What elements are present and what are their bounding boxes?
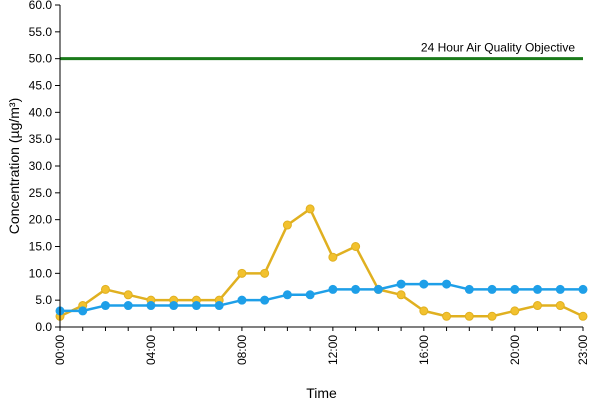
x-tick-label: 23:00 bbox=[576, 335, 590, 365]
series-1-point bbox=[123, 301, 133, 311]
series-1-point bbox=[237, 295, 247, 305]
series-1-point bbox=[510, 284, 520, 294]
y-tick-label: 40.0 bbox=[29, 105, 53, 119]
series-0-point bbox=[260, 268, 270, 278]
series-1-point bbox=[328, 284, 338, 294]
x-tick-label: 12:00 bbox=[326, 335, 340, 365]
y-tick-label: 20.0 bbox=[29, 213, 53, 227]
series-0-point bbox=[487, 311, 497, 321]
series-1-point bbox=[396, 279, 406, 289]
series-0-point bbox=[282, 220, 292, 230]
y-axis-title: Concentration (µg/m³) bbox=[6, 98, 22, 234]
series-1-point bbox=[487, 284, 497, 294]
series-1-point bbox=[419, 279, 429, 289]
series-0-point bbox=[328, 252, 338, 262]
y-tick-label: 10.0 bbox=[29, 266, 53, 280]
series-0-point bbox=[442, 311, 452, 321]
y-tick-label: 35.0 bbox=[29, 132, 53, 146]
y-axis-ticks: 0.0 5.0 10.0 15.0 20.0 25.0 30.0 35.0 40.0 45.0 50… bbox=[29, 0, 60, 334]
y-tick-label: 50.0 bbox=[29, 52, 53, 66]
series-1-point bbox=[533, 284, 543, 294]
y-tick-label: 15.0 bbox=[29, 240, 53, 254]
series-1-point bbox=[373, 284, 383, 294]
series-0-point bbox=[351, 242, 361, 251]
x-tick-label: 04:00 bbox=[144, 335, 158, 365]
y-tick-label: 0.0 bbox=[35, 320, 52, 334]
air-quality-objective-label: 24 Hour Air Quality Objective bbox=[421, 41, 575, 55]
series-1-point bbox=[260, 295, 270, 305]
series-0-point bbox=[396, 290, 406, 300]
series-0-point bbox=[237, 268, 247, 278]
series-1-point bbox=[191, 301, 201, 311]
y-tick-label: 5.0 bbox=[35, 293, 52, 307]
series-1-point bbox=[169, 301, 179, 311]
series-1-point bbox=[442, 279, 452, 289]
series-1-point bbox=[578, 284, 588, 294]
series-0-point bbox=[464, 311, 474, 321]
series-1-point bbox=[214, 301, 224, 311]
x-tick-label: 16:00 bbox=[417, 335, 431, 365]
x-tick-label: 08:00 bbox=[235, 335, 249, 365]
series-1-point bbox=[464, 284, 474, 294]
series-0-point bbox=[533, 301, 543, 311]
x-tick-label: 00:00 bbox=[53, 335, 67, 365]
series-0-point bbox=[555, 301, 565, 311]
x-tick-label: 20:00 bbox=[508, 335, 522, 365]
y-tick-label: 25.0 bbox=[29, 186, 53, 200]
series-layer bbox=[55, 204, 588, 321]
y-tick-label: 30.0 bbox=[29, 159, 53, 173]
series-0-point bbox=[510, 306, 520, 316]
series-1-point bbox=[78, 306, 88, 316]
series-0-line bbox=[59, 207, 584, 318]
x-axis-ticks: 00:00 04:00 08:00 12:00 16:00 20:00 23:00 bbox=[53, 327, 590, 365]
series-1-point bbox=[146, 301, 156, 311]
y-tick-label: 55.0 bbox=[29, 25, 53, 39]
series-0-point bbox=[123, 290, 133, 300]
series-1-point bbox=[282, 290, 292, 300]
y-tick-label: 45.0 bbox=[29, 79, 53, 93]
series-1-point bbox=[555, 284, 565, 294]
series-1-point bbox=[305, 290, 315, 300]
series-1-point bbox=[351, 284, 361, 294]
reference-line-group: 24 Hour Air Quality Objective bbox=[60, 41, 583, 61]
y-tick-label: 60.0 bbox=[29, 0, 53, 12]
series-0-point bbox=[419, 306, 429, 316]
series-1-point bbox=[100, 301, 110, 311]
series-0-point bbox=[305, 204, 315, 214]
x-axis-title: Time bbox=[306, 385, 337, 400]
series-0-point bbox=[100, 284, 110, 294]
series-0-point bbox=[578, 311, 588, 321]
